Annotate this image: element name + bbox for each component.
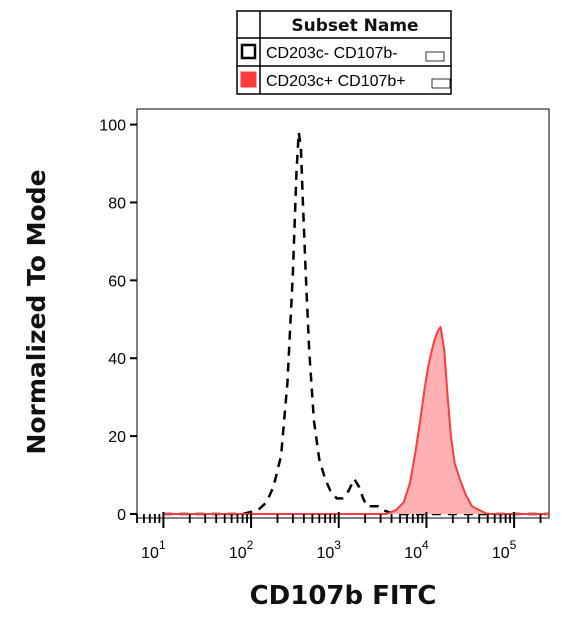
- legend-label-negative: CD203c- CD107b-: [266, 45, 398, 62]
- y-tick-label: 60: [108, 273, 126, 290]
- series-area-1: [163, 327, 549, 514]
- y-tick-label: 80: [108, 195, 126, 212]
- x-tick-label: 105: [492, 538, 517, 562]
- y-tick-label: 40: [108, 351, 126, 368]
- y-axis-title: Normalized To Mode: [22, 169, 51, 454]
- plot-frame: [136, 108, 550, 519]
- legend-header: Subset Name: [291, 16, 418, 36]
- y-tick-label: 0: [117, 507, 126, 524]
- x-tick-label: 103: [317, 538, 342, 562]
- x-axis-title: CD107b FITC: [250, 581, 437, 611]
- legend-swatch-filled: [240, 71, 257, 88]
- series-line-1: [163, 326, 549, 515]
- legend-expand-box: [425, 51, 445, 62]
- legend-swatch-unfilled: [240, 43, 257, 60]
- x-tick-label: 101: [141, 538, 166, 562]
- y-tick-label: 100: [99, 118, 126, 135]
- legend-label-positive: CD203c+ CD107b+: [266, 73, 406, 90]
- legend: Subset Name CD203c- CD107b- CD203c+ CD10…: [236, 10, 452, 95]
- series-layer: [163, 131, 549, 516]
- series-line-0: [163, 131, 549, 516]
- legend-expand-box: [431, 78, 451, 89]
- x-tick-label: 102: [229, 538, 254, 562]
- y-tick-label: 20: [108, 429, 126, 446]
- legend-frame: [236, 10, 452, 95]
- x-tick-label: 104: [404, 538, 429, 562]
- axes-layer: 0 20 40 60 80 100 101 102 103 104 105: [99, 118, 542, 562]
